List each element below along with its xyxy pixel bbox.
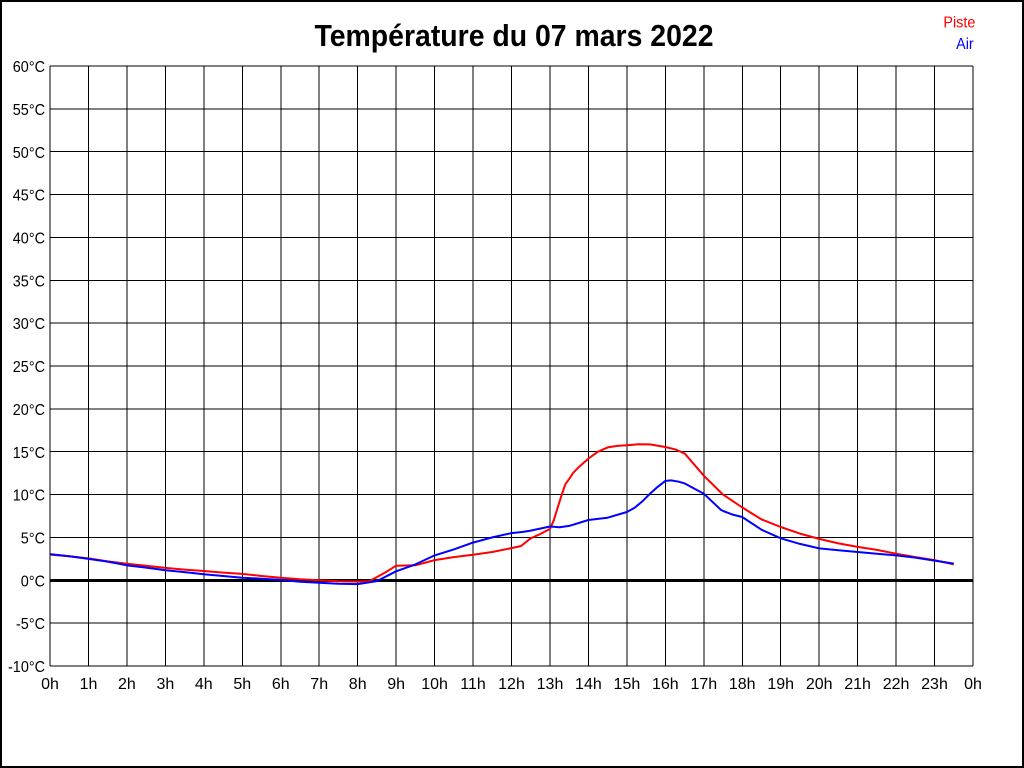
svg-text:15h: 15h bbox=[614, 676, 641, 693]
svg-text:9h: 9h bbox=[387, 676, 405, 693]
svg-text:17h: 17h bbox=[690, 676, 717, 693]
svg-text:19h: 19h bbox=[767, 676, 794, 693]
svg-text:20h: 20h bbox=[806, 676, 833, 693]
svg-text:60°C: 60°C bbox=[13, 59, 45, 76]
svg-text:22h: 22h bbox=[883, 676, 910, 693]
svg-text:35°C: 35°C bbox=[13, 273, 45, 290]
svg-text:16h: 16h bbox=[652, 676, 679, 693]
svg-text:0°C: 0°C bbox=[21, 573, 45, 590]
svg-text:1h: 1h bbox=[80, 676, 98, 693]
svg-text:25°C: 25°C bbox=[13, 359, 45, 376]
svg-text:5h: 5h bbox=[233, 676, 251, 693]
svg-text:0h: 0h bbox=[41, 676, 59, 693]
svg-text:18h: 18h bbox=[729, 676, 756, 693]
svg-text:Température du 07 mars 2022: Température du 07 mars 2022 bbox=[315, 18, 714, 53]
svg-text:10h: 10h bbox=[421, 676, 448, 693]
svg-text:6h: 6h bbox=[272, 676, 290, 693]
svg-text:0h: 0h bbox=[964, 676, 982, 693]
svg-text:7h: 7h bbox=[310, 676, 328, 693]
svg-text:55°C: 55°C bbox=[13, 102, 45, 119]
svg-text:21h: 21h bbox=[844, 676, 871, 693]
svg-text:23h: 23h bbox=[921, 676, 948, 693]
svg-text:13h: 13h bbox=[537, 676, 564, 693]
svg-text:Piste: Piste bbox=[943, 14, 975, 31]
svg-text:45°C: 45°C bbox=[13, 188, 45, 205]
svg-text:-5°C: -5°C bbox=[16, 616, 45, 633]
svg-text:11h: 11h bbox=[460, 676, 486, 693]
svg-text:15°C: 15°C bbox=[13, 445, 45, 462]
svg-text:50°C: 50°C bbox=[13, 145, 45, 162]
svg-text:10°C: 10°C bbox=[13, 488, 45, 505]
svg-text:14h: 14h bbox=[575, 676, 602, 693]
svg-text:5°C: 5°C bbox=[21, 531, 45, 548]
svg-text:3h: 3h bbox=[157, 676, 175, 693]
svg-text:20°C: 20°C bbox=[13, 402, 45, 419]
svg-text:40°C: 40°C bbox=[13, 231, 45, 248]
svg-text:Air: Air bbox=[956, 36, 974, 53]
svg-text:2h: 2h bbox=[118, 676, 136, 693]
svg-text:-10°C: -10°C bbox=[8, 659, 45, 676]
svg-text:8h: 8h bbox=[349, 676, 367, 693]
svg-text:30°C: 30°C bbox=[13, 316, 45, 333]
svg-text:4h: 4h bbox=[195, 676, 213, 693]
svg-text:12h: 12h bbox=[498, 676, 525, 693]
